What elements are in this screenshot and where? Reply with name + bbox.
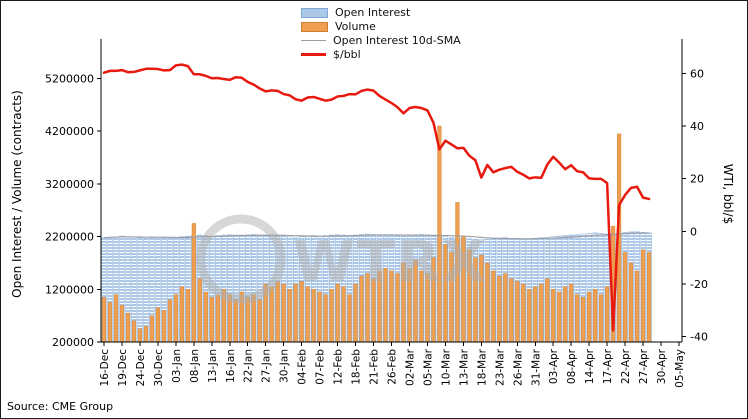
svg-text:23-Mar: 23-Mar [494, 348, 506, 386]
svg-text:18-Mar: 18-Mar [476, 348, 488, 386]
svg-text:22-Apr: 22-Apr [620, 348, 632, 384]
legend-label: Open Interest [335, 6, 411, 19]
svg-text:31-Mar: 31-Mar [530, 348, 542, 386]
svg-text:3200000: 3200000 [45, 178, 94, 191]
legend-item-price: $/bbl [301, 48, 461, 61]
volume-swatch [301, 21, 328, 32]
svg-text:20: 20 [690, 173, 704, 186]
svg-text:27-Jan: 27-Jan [261, 349, 273, 383]
svg-text:03-Jan: 03-Jan [171, 349, 183, 383]
svg-text:05-May: 05-May [674, 349, 686, 388]
tick-labels: 5200000 4200000 3200000 2200000 1200000 20000… [45, 67, 708, 388]
open-interest-sma-line [103, 232, 650, 240]
legend-label: $/bbl [333, 48, 361, 61]
legend-item-open-interest-sma: Open Interest 10d-SMA [301, 34, 461, 47]
svg-text:17-Apr: 17-Apr [602, 348, 614, 384]
legend-label: Volume [335, 20, 376, 33]
svg-text:30-Apr: 30-Apr [656, 348, 668, 384]
price-line-swatch [301, 53, 326, 56]
legend-item-volume: Volume [301, 20, 461, 33]
watermark: WTRX [196, 214, 487, 304]
sma-line-swatch [301, 39, 326, 42]
svg-text:08-Apr: 08-Apr [566, 348, 578, 384]
svg-text:21-Feb: 21-Feb [369, 349, 381, 385]
open-interest-swatch [301, 7, 328, 18]
legend-item-open-interest: Open Interest [301, 6, 461, 19]
svg-text:26-Mar: 26-Mar [512, 348, 524, 386]
svg-text:05-Mar: 05-Mar [422, 348, 434, 386]
svg-text:2200000: 2200000 [45, 231, 94, 244]
source-label: Source: CME Group [7, 400, 114, 413]
svg-text:10-Mar: 10-Mar [440, 348, 452, 386]
y-axis-label-right: WTI, bbl/$ [721, 163, 735, 225]
svg-text:4200000: 4200000 [45, 125, 94, 138]
svg-text:03-Apr: 03-Apr [548, 348, 560, 384]
y-axis-label-left: Open Interest / Volume (contracts) [10, 90, 24, 298]
legend: Open Interest Volume Open Interest 10d-S… [301, 6, 461, 61]
svg-text:02-Mar: 02-Mar [404, 348, 416, 386]
svg-text:-20: -20 [690, 278, 708, 291]
svg-text:16-Dec: 16-Dec [99, 349, 111, 387]
svg-text:200000: 200000 [52, 336, 94, 349]
svg-text:1200000: 1200000 [45, 283, 94, 296]
svg-text:0: 0 [690, 225, 697, 238]
svg-text:13-Jan: 13-Jan [207, 349, 219, 383]
legend-label: Open Interest 10d-SMA [333, 34, 461, 47]
svg-text:27-Apr: 27-Apr [638, 348, 650, 384]
svg-text:22-Jan: 22-Jan [243, 349, 255, 383]
svg-text:18-Feb: 18-Feb [351, 349, 363, 385]
svg-text:26-Feb: 26-Feb [387, 349, 399, 385]
svg-text:13-Mar: 13-Mar [458, 348, 470, 386]
svg-text:60: 60 [690, 67, 704, 80]
svg-text:5200000: 5200000 [45, 73, 94, 86]
svg-text:30-Jan: 30-Jan [279, 349, 291, 383]
svg-text:WTRX: WTRX [293, 230, 487, 295]
svg-text:19-Dec: 19-Dec [117, 349, 129, 387]
svg-text:14-Apr: 14-Apr [584, 348, 596, 384]
svg-text:12-Feb: 12-Feb [333, 349, 345, 385]
price-line [102, 63, 651, 332]
svg-text:40: 40 [690, 120, 704, 133]
svg-text:07-Feb: 07-Feb [315, 349, 327, 385]
svg-text:24-Dec: 24-Dec [135, 349, 147, 387]
svg-text:08-Jan: 08-Jan [189, 349, 201, 383]
svg-text:04-Feb: 04-Feb [297, 349, 309, 385]
svg-text:16-Jan: 16-Jan [225, 349, 237, 383]
svg-text:-40: -40 [690, 331, 708, 344]
svg-text:30-Dec: 30-Dec [153, 349, 165, 387]
